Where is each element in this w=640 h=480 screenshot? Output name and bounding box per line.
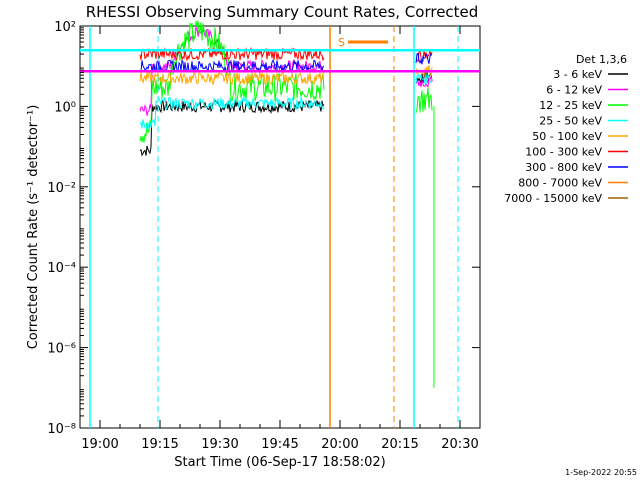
y-tick-label: 10⁻⁴: [47, 261, 76, 276]
series-blue-trace: [415, 52, 433, 65]
legend-label: 800 - 7000 keV: [518, 177, 602, 190]
chart-title: RHESSI Observing Summary Count Rates, Co…: [86, 3, 479, 21]
series-green-trace: [415, 87, 433, 113]
y-axis-label: Corrected Count Rate (s⁻¹ detector⁻¹): [26, 105, 41, 350]
x-tick-label: 19:00: [81, 437, 118, 452]
y-tick-label: 10⁻⁶: [47, 342, 76, 357]
legend-label: 100 - 300 keV: [525, 146, 602, 159]
saa-label: S: [338, 36, 345, 49]
footer-date: 1-Sep-2022 20:55: [565, 468, 637, 477]
legend-label: 3 - 6 keV: [553, 68, 602, 81]
legend-label: 6 - 12 keV: [546, 84, 602, 97]
legend: Det 1,3,6 3 - 6 keV 6 - 12 keV 12 - 25 keV 2…: [504, 53, 628, 205]
legend-label: 50 - 100 keV: [532, 130, 602, 143]
x-tick-label: 20:30: [441, 437, 478, 452]
series-cyan-trace: [139, 95, 325, 131]
x-tick-label: 20:00: [321, 437, 358, 452]
x-axis: 19:00 19:15 19:30 19:45 20:00 20:15 20:30: [79, 26, 481, 452]
y-tick-label: 10⁻⁸: [47, 422, 76, 437]
y-axis: 10² 10⁰ 10⁻² 10⁻⁴ 10⁻⁶ 10⁻⁸: [47, 20, 480, 437]
legend-label: 7000 - 15000 keV: [504, 192, 602, 205]
series-cyan-trace: [415, 72, 433, 85]
x-tick-label: 19:15: [141, 437, 178, 452]
x-tick-label: 19:45: [261, 437, 298, 452]
legend-label: 300 - 800 keV: [525, 161, 602, 174]
x-tick-label: 20:15: [381, 437, 418, 452]
series-layer: [139, 20, 435, 388]
series-black-trace: [415, 72, 433, 84]
y-tick-label: 10⁻²: [47, 181, 76, 196]
series-orange-trace: [139, 71, 325, 87]
series-magenta-trace: [139, 25, 325, 116]
legend-label: 12 - 25 keV: [539, 99, 602, 112]
legend-label: 25 - 50 keV: [539, 115, 602, 128]
marker-layer: S: [80, 26, 480, 428]
x-tick-label: 19:30: [201, 437, 238, 452]
y-tick-label: 10²: [54, 20, 76, 35]
x-axis-label: Start Time (06-Sep-17 18:58:02): [174, 455, 385, 470]
y-tick-label: 10⁰: [54, 100, 76, 115]
legend-title: Det 1,3,6: [576, 53, 627, 66]
